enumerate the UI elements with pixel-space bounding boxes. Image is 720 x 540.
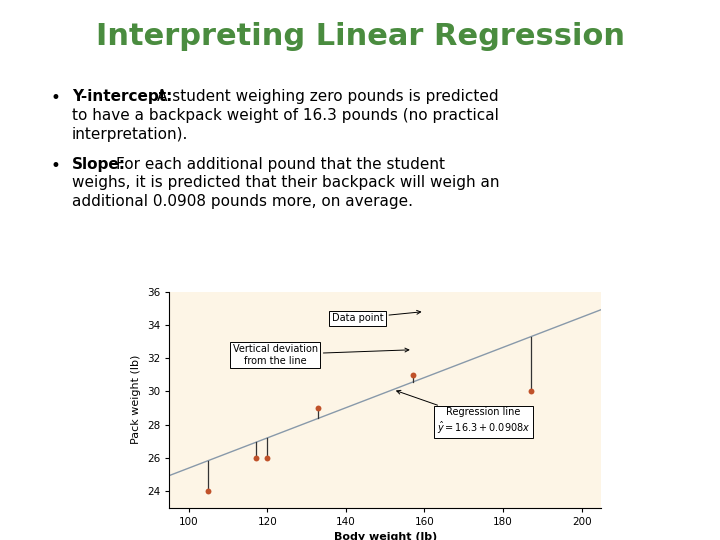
Text: additional 0.0908 pounds more, on average.: additional 0.0908 pounds more, on averag… xyxy=(72,194,413,210)
Text: Interpreting Linear Regression: Interpreting Linear Regression xyxy=(96,22,624,51)
Text: weighs, it is predicted that their backpack will weigh an: weighs, it is predicted that their backp… xyxy=(72,176,500,191)
Text: to have a backpack weight of 16.3 pounds (no practical: to have a backpack weight of 16.3 pounds… xyxy=(72,108,499,123)
Text: interpretation).: interpretation). xyxy=(72,127,189,142)
Point xyxy=(203,487,215,495)
Point xyxy=(407,370,418,379)
Point xyxy=(250,454,261,462)
Text: A student weighing zero pounds is predicted: A student weighing zero pounds is predic… xyxy=(157,89,498,104)
X-axis label: Body weight (lb): Body weight (lb) xyxy=(333,532,437,540)
Text: Regression line
$\hat{y} = 16.3 + 0.0908x$: Regression line $\hat{y} = 16.3 + 0.0908… xyxy=(397,390,530,436)
Text: •: • xyxy=(50,157,60,174)
Point xyxy=(312,403,324,412)
Text: Data point: Data point xyxy=(332,310,420,323)
Y-axis label: Pack weight (lb): Pack weight (lb) xyxy=(131,355,141,444)
Text: Y-intercept:: Y-intercept: xyxy=(72,89,172,104)
Text: Vertical deviation
from the line: Vertical deviation from the line xyxy=(233,344,409,366)
Text: Slope:: Slope: xyxy=(72,157,126,172)
Text: •: • xyxy=(50,89,60,107)
Text: For each additional pound that the student: For each additional pound that the stude… xyxy=(116,157,445,172)
Point xyxy=(525,387,536,396)
Point xyxy=(261,454,273,462)
